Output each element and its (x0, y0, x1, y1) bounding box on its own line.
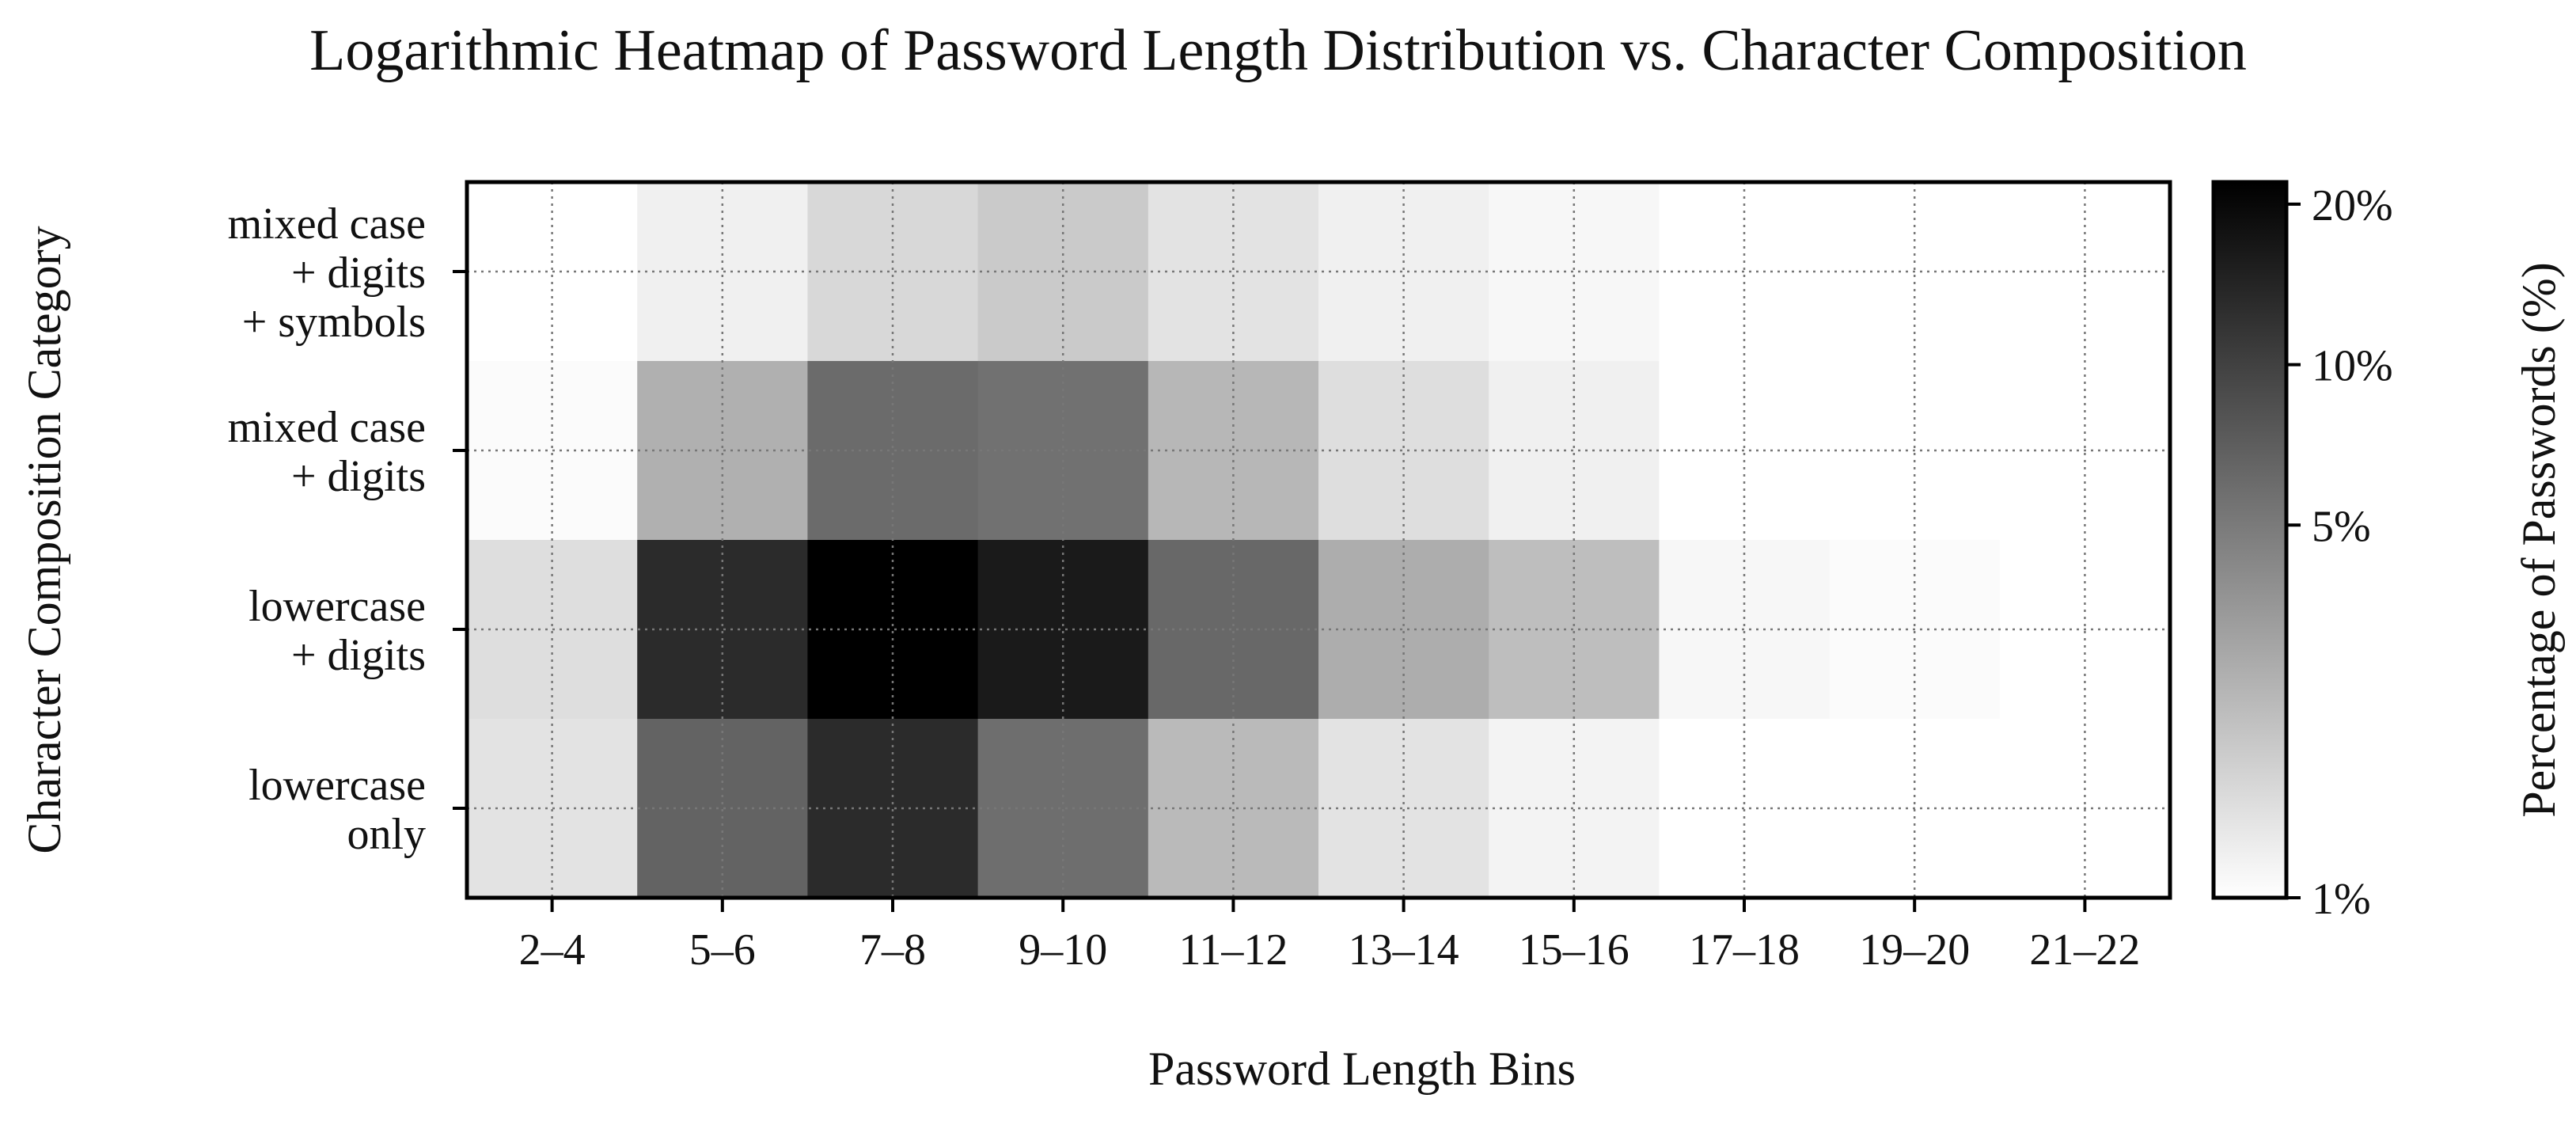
x-axis: 2–4 5–6 7–8 9–10 11–12 13–14 15–16 17–18 19–20 21… (519, 898, 2140, 975)
colorbar-tick-label: 20% (2312, 181, 2393, 230)
x-tick-label: 13–14 (1349, 925, 1459, 975)
x-tick-label: 11–12 (1178, 925, 1288, 975)
y-tick-label: mixed case + digits + symbols (228, 200, 426, 347)
heatmap-cell (1659, 540, 1831, 720)
colorbar-ticks: 1% 5% 10% 20% (2286, 181, 2393, 924)
colorbar-tick-label: 10% (2312, 342, 2393, 391)
x-tick-label: 15–16 (1519, 925, 1629, 975)
y-tick-label: lowercase + digits (248, 582, 426, 680)
heatmap-cell (467, 182, 638, 362)
y-tick-label: mixed case + digits (228, 403, 426, 501)
y-tick-label: lowercase only (248, 761, 426, 859)
colorbar (2211, 180, 2289, 900)
heatmap-cell (467, 540, 638, 720)
x-tick-label: 2–4 (519, 925, 586, 975)
colorbar-tick-label: 1% (2312, 875, 2371, 924)
x-tick-label: 21–22 (2029, 925, 2140, 975)
x-tick-label: 7–8 (859, 925, 926, 975)
colorbar-tick-label: 5% (2312, 502, 2371, 551)
heatmap-cell (467, 361, 638, 541)
chart-title: Logarithmic Heatmap of Password Length D… (309, 18, 2247, 83)
colorbar-label: Percentage of Passwords (%) (2513, 262, 2565, 817)
y-axis: mixed case + digits + symbols mixed case + d… (228, 200, 467, 859)
x-tick-label: 19–20 (1859, 925, 1970, 975)
x-axis-label: Password Length Bins (1148, 1043, 1576, 1095)
x-tick-label: 5–6 (689, 925, 756, 975)
x-tick-label: 17–18 (1689, 925, 1800, 975)
grid-lines (467, 182, 2170, 898)
plot-frame (465, 180, 2172, 900)
x-tick-label: 9–10 (1019, 925, 1107, 975)
heatmap-cell (1659, 182, 1831, 362)
y-axis-label: Character Composition Category (18, 226, 70, 853)
heatmap-cell (1659, 361, 1831, 541)
